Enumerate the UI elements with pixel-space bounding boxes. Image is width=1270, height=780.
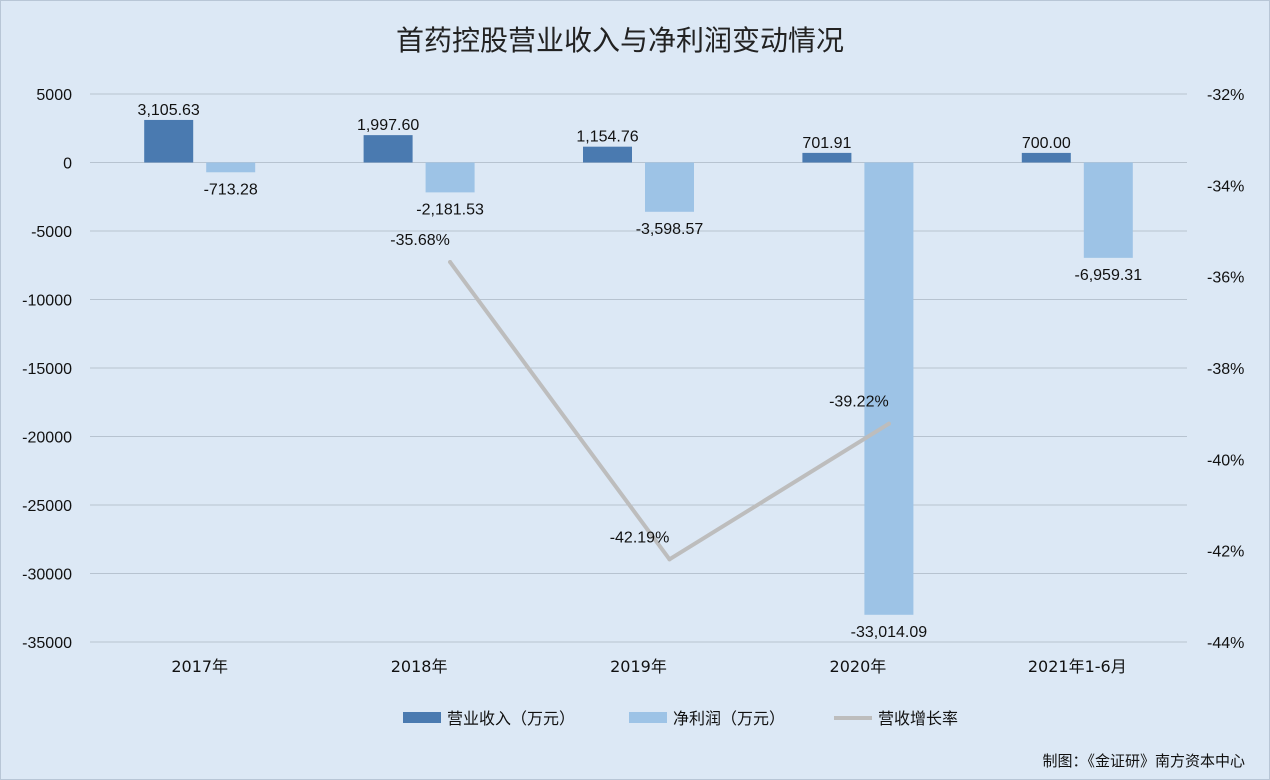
- left-axis-tick-label: 0: [63, 156, 72, 173]
- growth-rate-data-label: -39.22%: [829, 394, 889, 411]
- data-labels: 3,105.63 1,997.60 1,154.76 701.91 700.00 -713…: [138, 102, 1143, 641]
- left-axis-tick-label: -20000: [22, 430, 72, 447]
- growth-rate-data-label: -35.68%: [390, 232, 450, 249]
- net-profit-bar: [206, 162, 256, 173]
- net-profit-data-label: -3,598.57: [636, 221, 704, 238]
- right-axis-tick-label: -32%: [1207, 87, 1244, 104]
- category-label: 2021年1-6月: [1028, 657, 1127, 676]
- revenue-bar: [1021, 152, 1071, 163]
- right-axis-tick-label: -34%: [1207, 178, 1244, 195]
- legend-label: 营收增长率: [878, 709, 958, 728]
- credit-text: 制图：《金证研》南方资本中心: [1042, 752, 1245, 770]
- left-axis-tick-label: -25000: [22, 498, 72, 515]
- net-profit-data-label: -6,959.31: [1074, 267, 1142, 284]
- legend: 营业收入（万元） 净利润（万元） 营收增长率: [403, 709, 958, 728]
- revenue-data-label: 3,105.63: [138, 102, 200, 119]
- x-axis-categories: 2017年 2018年 2019年 2020年 2021年1-6月: [171, 657, 1126, 676]
- revenue-bar: [363, 135, 413, 163]
- net-profit-bar: [1083, 162, 1133, 258]
- left-axis: 5000 0 -5000 -10000 -15000 -20000 -25000 -30000…: [22, 87, 72, 652]
- right-axis-tick-label: -38%: [1207, 361, 1244, 378]
- right-axis: -32% -34% -36% -38% -40% -42% -44%: [1207, 87, 1244, 652]
- left-axis-tick-label: -30000: [22, 567, 72, 584]
- gridlines: [90, 93, 1187, 643]
- growth-rate-point: [886, 421, 891, 426]
- category-label: 2018年: [391, 657, 448, 676]
- left-axis-tick-label: -5000: [31, 224, 72, 241]
- right-axis-tick-label: -44%: [1207, 635, 1244, 652]
- revenue-data-label: 1,154.76: [576, 129, 638, 146]
- right-axis-tick-label: -36%: [1207, 270, 1244, 287]
- growth-rate-point: [667, 557, 672, 562]
- legend-swatch: [403, 712, 441, 723]
- chart-title: 首药控股营业收入与净利润变动情况: [396, 24, 844, 57]
- revenue-bar: [144, 119, 194, 163]
- left-axis-tick-label: -35000: [22, 635, 72, 652]
- right-axis-tick-label: -42%: [1207, 544, 1244, 561]
- revenue-data-label: 700.00: [1022, 135, 1071, 152]
- legend-swatch: [629, 712, 667, 723]
- revenue-data-label: 1,997.60: [357, 117, 419, 134]
- left-axis-tick-label: -15000: [22, 361, 72, 378]
- category-label: 2017年: [171, 657, 228, 676]
- legend-label: 净利润（万元）: [673, 709, 785, 728]
- growth-rate-point: [448, 260, 453, 265]
- net-profit-data-label: -33,014.09: [851, 624, 928, 641]
- net-profit-data-label: -713.28: [204, 181, 258, 198]
- left-axis-tick-label: 5000: [36, 87, 72, 104]
- left-axis-tick-label: -10000: [22, 293, 72, 310]
- net-profit-bar: [864, 162, 914, 615]
- net-profit-bar: [425, 162, 475, 193]
- revenue-bar: [802, 152, 852, 163]
- category-label: 2019年: [610, 657, 667, 676]
- growth-rate-data-label: -42.19%: [610, 529, 670, 546]
- growth-line: [448, 260, 891, 562]
- right-axis-tick-label: -40%: [1207, 452, 1244, 469]
- net-profit-data-label: -2,181.53: [416, 201, 484, 218]
- bars: [144, 119, 1133, 615]
- revenue-data-label: 701.91: [802, 135, 851, 152]
- legend-label: 营业收入（万元）: [447, 709, 575, 728]
- revenue-bar: [583, 146, 632, 163]
- net-profit-bar: [645, 162, 694, 212]
- category-label: 2020年: [830, 657, 887, 676]
